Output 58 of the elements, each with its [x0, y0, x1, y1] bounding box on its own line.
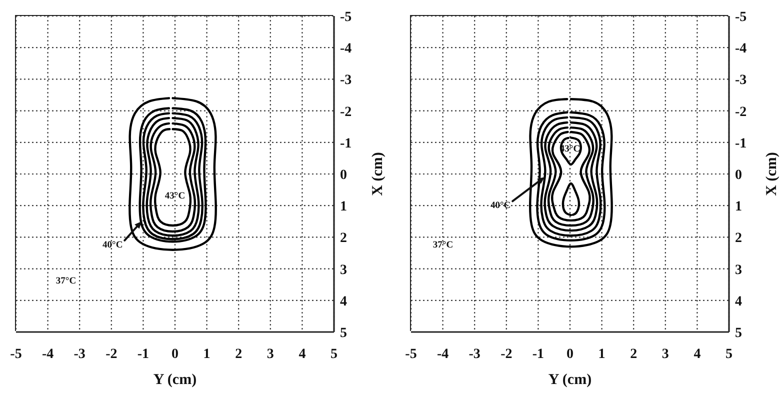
x-tick-label: 5 [330, 346, 338, 362]
x-tick-label: -2 [500, 346, 512, 362]
x-tick-label: -3 [468, 346, 480, 362]
x-axis-title: Y (cm) [548, 372, 592, 388]
x-tick-label: -1 [137, 346, 150, 362]
x-tick-label: 4 [694, 346, 701, 362]
y-tick-label: 4 [735, 294, 742, 310]
line-series [154, 128, 192, 227]
y-tick-label: 3 [735, 262, 742, 278]
x-axis-title: Y (cm) [153, 372, 197, 388]
x-tick-label: 0 [172, 346, 178, 362]
y-tick-label: -1 [735, 136, 747, 152]
y-tick-label: -5 [340, 10, 352, 25]
y-tick-label: -1 [340, 136, 352, 152]
line-series [528, 98, 613, 248]
x-tick-label: 2 [235, 346, 242, 362]
x-tick-label: 4 [298, 346, 306, 362]
y-tick-label: 4 [340, 294, 347, 310]
y-axis-title: X (cm) [370, 152, 386, 196]
x-tick-label: -5 [10, 346, 22, 362]
annotation: 40°C [490, 201, 511, 212]
x-tick-label: 0 [566, 346, 574, 362]
y-tick-label: 0 [735, 168, 742, 183]
x-tick-label: 3 [266, 346, 274, 362]
annotation: 37°C [56, 276, 76, 288]
x-tick-label: -5 [405, 346, 417, 362]
line-series [128, 97, 217, 251]
y-tick-label: 1 [735, 200, 742, 215]
x-tick-label: 1 [598, 346, 606, 362]
x-tick-label: 2 [630, 346, 638, 362]
y-tick-label: 2 [735, 231, 742, 246]
y-tick-label: -4 [340, 42, 352, 57]
x-tick-label: -4 [42, 346, 54, 362]
annotation: 40°C [102, 240, 123, 250]
y-tick-label: 1 [340, 200, 347, 215]
x-tick-label: 1 [203, 346, 210, 362]
y-tick-label: -5 [735, 10, 747, 25]
y-tick-label: 3 [340, 262, 347, 278]
x-tick-label: 3 [662, 346, 669, 362]
y-tick-label: 0 [340, 168, 347, 183]
y-axis-title: X (cm) [764, 152, 780, 196]
y-tick-label: -2 [735, 104, 747, 120]
y-tick-label: 5 [340, 326, 347, 341]
y-tick-label: -4 [735, 42, 747, 57]
line-series [149, 122, 196, 233]
annotation: 37°C [432, 240, 454, 252]
annotation: 43°C [164, 192, 186, 202]
y-tick-label: -3 [340, 73, 352, 88]
y-tick-label: 5 [735, 326, 742, 341]
x-tick-label: 5 [726, 346, 732, 362]
x-tick-label: -3 [74, 346, 86, 362]
y-tick-label: -2 [340, 104, 352, 120]
x-tick-label: -1 [532, 346, 544, 362]
y-tick-label: 2 [340, 231, 347, 246]
line-series [562, 182, 580, 216]
y-tick-label: -3 [735, 73, 747, 88]
x-tick-label: -2 [106, 346, 118, 362]
x-tick-label: -4 [436, 346, 449, 362]
